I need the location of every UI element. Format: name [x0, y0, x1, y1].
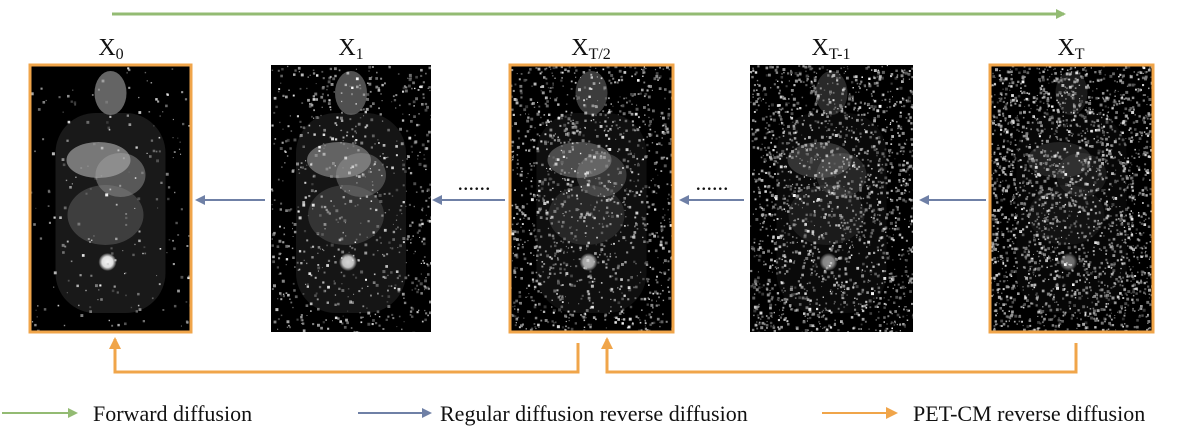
legend-regular-label: Regular diffusion reverse diffusion — [440, 401, 748, 426]
ellipsis-right: ...... — [696, 170, 729, 195]
legend-petcm: PET-CM reverse diffusion — [822, 401, 1145, 426]
frame-label-0: X0 — [98, 35, 123, 63]
frame-x1 — [271, 65, 431, 332]
frame-label-1: X1 — [338, 35, 363, 63]
petcm-arrow-right — [601, 337, 1078, 374]
frame-highlight-border — [508, 63, 675, 334]
petcm-arrow-left — [109, 337, 580, 374]
legend-regular: Regular diffusion reverse diffusion — [358, 401, 748, 426]
frame-x0 — [28, 63, 193, 334]
legend-petcm-label: PET-CM reverse diffusion — [913, 401, 1145, 426]
frame-xt — [988, 63, 1155, 334]
legend: Forward diffusion Regular diffusion reve… — [2, 401, 1145, 426]
frame-label-2: XT/2 — [571, 35, 611, 63]
frame-xt-2 — [508, 63, 675, 334]
ellipsis-left: ...... — [458, 170, 491, 195]
legend-forward: Forward diffusion — [2, 401, 252, 426]
frame-label-4: XT — [1057, 35, 1084, 63]
frame-label-3: XT-1 — [812, 35, 851, 63]
frame-highlight-border — [988, 63, 1155, 334]
legend-forward-label: Forward diffusion — [93, 401, 252, 426]
frame-highlight-border — [28, 63, 193, 334]
frame-xt-1 — [750, 65, 913, 332]
